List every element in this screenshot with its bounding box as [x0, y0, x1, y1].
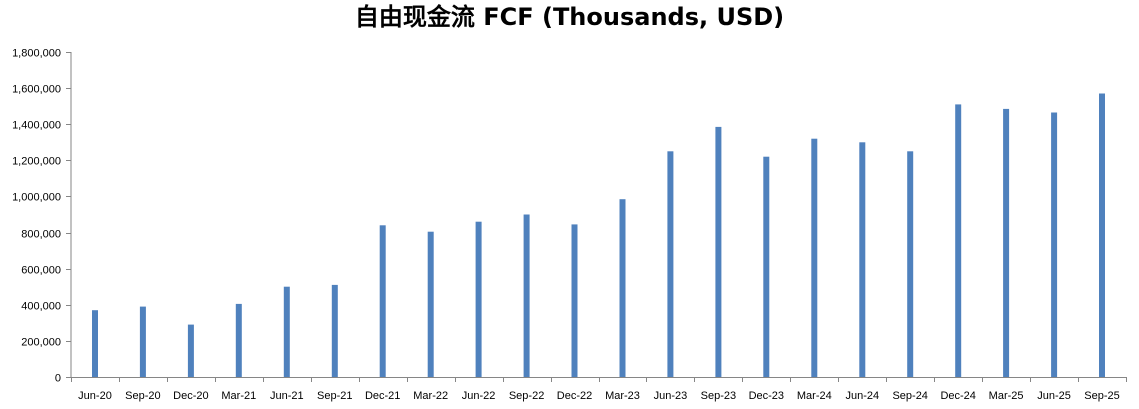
chart-title: 自由现金流 FCF (Thousands, USD)	[354, 3, 785, 31]
y-tick-label: 1,400,000	[12, 120, 61, 132]
x-axis: Jun-20 Sep-20 Dec-20 Mar-21 Jun-21 Sep-21 Dec-…	[71, 377, 1127, 402]
x-tick-label: Sep-24	[892, 390, 927, 402]
bars	[92, 93, 1105, 378]
bar	[667, 151, 674, 377]
x-tick-label: Dec-24	[940, 390, 975, 402]
x-tick-label: Mar-24	[797, 390, 832, 402]
y-tick-label: 1,200,000	[12, 156, 61, 168]
y-axis: 0 200,000 400,000 600,000 800,000 1,000,000 1,…	[12, 48, 72, 385]
x-tick-label: Mar-22	[413, 390, 448, 402]
bar	[715, 126, 722, 378]
x-tick-label: Mar-25	[989, 390, 1024, 402]
bar	[763, 156, 770, 377]
x-tick-label: Jun-24	[845, 390, 879, 402]
bar	[619, 199, 626, 377]
x-tick-label: Dec-22	[557, 390, 592, 402]
x-tick-label: Jun-22	[462, 390, 496, 402]
x-tick-label: Dec-21	[365, 390, 400, 402]
x-tick-label: Jun-20	[78, 390, 112, 402]
bar	[379, 225, 386, 377]
bar	[187, 324, 194, 377]
x-tick-label: Sep-20	[125, 390, 160, 402]
y-tick-label: 1,000,000	[12, 192, 61, 204]
y-tick-label: 200,000	[21, 337, 61, 349]
bar	[475, 221, 482, 377]
bar	[427, 231, 434, 377]
x-tick-label: Sep-23	[701, 390, 736, 402]
y-tick-label: 800,000	[21, 229, 61, 241]
bar	[1003, 108, 1010, 378]
bar	[1099, 93, 1105, 377]
x-tick-label: Jun-21	[270, 390, 304, 402]
y-tick-label: 1,600,000	[12, 84, 61, 96]
bar	[283, 286, 290, 377]
bar	[811, 138, 818, 377]
x-tick-label: Mar-23	[605, 390, 640, 402]
y-tick-label: 600,000	[21, 265, 61, 277]
bar	[235, 303, 242, 377]
bar	[331, 284, 338, 377]
bar	[955, 104, 962, 378]
x-tick-label: Sep-22	[509, 390, 544, 402]
bar	[523, 214, 530, 377]
bar	[859, 142, 866, 377]
x-tick-label: Dec-23	[749, 390, 784, 402]
y-tick-label: 400,000	[21, 301, 61, 313]
bar	[1051, 112, 1058, 377]
y-tick-label: 1,800,000	[12, 48, 61, 60]
bar	[139, 306, 146, 377]
bar	[907, 151, 914, 377]
x-tick-label: Dec-20	[173, 390, 208, 402]
bar	[92, 310, 98, 377]
x-tick-label: Sep-21	[317, 390, 352, 402]
x-tick-label: Jun-25	[1037, 390, 1071, 402]
x-tick-label: Mar-21	[221, 390, 256, 402]
x-tick-label: Jun-23	[654, 390, 688, 402]
x-tick-label: Sep-25	[1084, 390, 1119, 402]
bar	[571, 224, 578, 377]
y-tick-label: 0	[55, 373, 61, 385]
